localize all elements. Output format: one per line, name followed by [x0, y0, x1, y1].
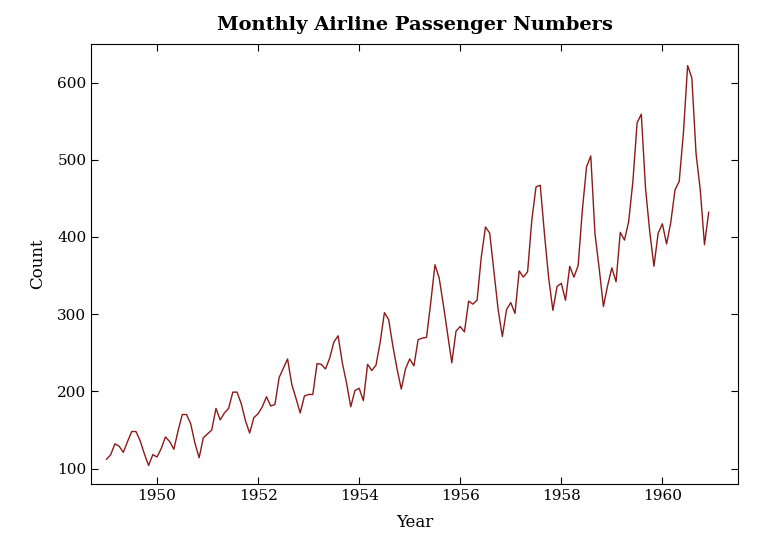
Y-axis label: Count: Count [29, 239, 46, 289]
X-axis label: Year: Year [396, 514, 433, 531]
Title: Monthly Airline Passenger Numbers: Monthly Airline Passenger Numbers [217, 16, 613, 34]
